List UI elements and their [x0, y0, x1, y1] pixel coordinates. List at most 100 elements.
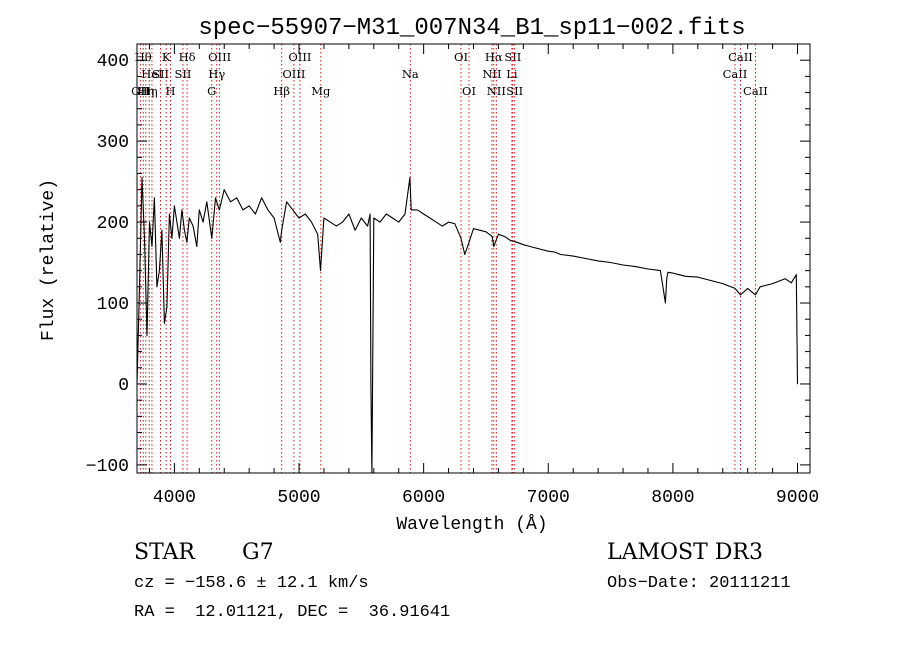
spectrum-point: [146, 335, 148, 336]
spectrum-point: [261, 197, 262, 199]
line-marker-label: SII: [152, 67, 169, 81]
spectrum-point: [198, 209, 200, 211]
spectrum-point: [392, 217, 393, 219]
y-tick-label: 0: [118, 376, 129, 396]
spectrum-point: [255, 213, 256, 215]
spectrum-point: [535, 247, 537, 249]
y-tick-label: 400: [97, 52, 129, 72]
spectrum-point: [202, 221, 204, 223]
spectrum-point: [510, 240, 512, 242]
line-marker-label: Mg: [311, 84, 331, 98]
spectrum-point: [311, 221, 312, 223]
spectrum-point: [665, 302, 666, 304]
spectrum-point: [647, 268, 649, 270]
spectrum-point: [323, 217, 325, 219]
spectrum-point: [336, 225, 337, 227]
spectrum-point: [460, 237, 462, 239]
spectrum-point: [417, 209, 418, 211]
spectrum-point: [435, 221, 437, 223]
spectrum-point: [784, 278, 786, 280]
line-marker-label: G: [207, 84, 216, 98]
spectrum-point: [188, 217, 190, 219]
spectrum-point: [622, 264, 624, 266]
spectrum-point: [772, 283, 773, 284]
spectrum-point: [709, 280, 711, 281]
spectrum-point: [755, 294, 756, 296]
spectrum-point: [560, 254, 562, 255]
spectrum-point: [572, 255, 574, 257]
spectrum-point: [144, 237, 145, 239]
x-tick-label: 6000: [402, 488, 445, 508]
spectrum-point: [174, 205, 175, 207]
spectrum-point: [485, 231, 487, 233]
spectrum-point: [547, 250, 549, 252]
y-tick-label: −100: [86, 457, 129, 477]
line-marker-label: SII: [506, 84, 523, 98]
spectrum-point: [304, 213, 306, 215]
x-tick-label: 8000: [651, 488, 694, 508]
chart-title: spec−55907−M31_007N34_B1_sp11−002.fits: [198, 15, 745, 42]
spectrum-point: [747, 288, 749, 289]
spectrum-point: [367, 225, 368, 227]
spectrum-point: [279, 241, 281, 243]
line-marker-label: NII: [487, 84, 506, 98]
spectrum-point: [292, 209, 294, 211]
line-marker-label: Li: [506, 67, 518, 81]
spectrum-point: [722, 283, 724, 284]
spectrum-point: [196, 246, 198, 247]
spectrum-point: [585, 258, 587, 259]
spectrum-point: [370, 383, 372, 385]
spectrum-point: [516, 241, 518, 243]
spectrum-point: [373, 217, 375, 219]
spectrum-point: [286, 201, 287, 203]
spectrum-point: [409, 177, 411, 179]
spectrum-point: [154, 197, 155, 199]
line-marker-label: CaII: [743, 84, 768, 98]
spectrum-point: [398, 221, 400, 223]
spectrum-point: [369, 213, 371, 215]
spectrum-point: [281, 229, 283, 231]
line-marker-label: OIII: [282, 67, 305, 81]
spectrum-point: [740, 294, 741, 296]
spectrum-point: [597, 260, 599, 262]
coordinates: RA = 12.01121, DEC = 36.91641: [134, 603, 451, 622]
spectrum-point: [317, 233, 319, 235]
line-marker-label: OII: [131, 84, 150, 98]
line-marker-label: SII: [504, 50, 521, 64]
redshift-cz: cz = −158.6 ± 12.1 km/s: [134, 574, 369, 593]
spectrum-point: [429, 217, 431, 219]
axes: 4000 5000 6000 7000 8000 9000 −100 0 100 200 300 40…: [86, 44, 819, 508]
spectrum-point: [354, 229, 356, 231]
x-axis-label: Wavelength (Å): [396, 514, 547, 535]
spectrum-point: [151, 246, 153, 247]
spectrum-point: [554, 251, 555, 253]
spectrum-point: [159, 270, 160, 271]
spectrum-point: [161, 229, 163, 231]
spectrum-point: [329, 221, 331, 223]
spectrum-point: [156, 286, 158, 288]
spectrum-point: [479, 229, 481, 231]
spectrum-point: [491, 236, 493, 238]
spectrum-point: [667, 271, 669, 273]
y-tick-label: 300: [97, 133, 129, 153]
x-tick-label: 7000: [527, 488, 570, 508]
spectrum-point: [242, 209, 244, 211]
spectrum-point: [211, 237, 213, 239]
spectrum-point: [404, 213, 406, 215]
line-marker-label: Na: [402, 67, 419, 81]
line-marker-label: CaII: [728, 50, 753, 64]
spectrum-point: [672, 272, 674, 274]
spectrum-point: [678, 274, 680, 276]
spectrum-point: [230, 201, 231, 203]
spectrum-point: [273, 217, 275, 219]
y-axis-label: Flux (relative): [39, 179, 59, 341]
spectrum-point: [734, 288, 736, 289]
spectrum-point: [348, 213, 350, 215]
spectrum-point: [697, 276, 699, 278]
spectrum-point: [267, 209, 269, 211]
x-tick-label: 5000: [277, 488, 320, 508]
spectrum-point: [473, 228, 474, 230]
line-marker-label: OI: [454, 50, 468, 64]
spectrum-point: [379, 221, 381, 223]
